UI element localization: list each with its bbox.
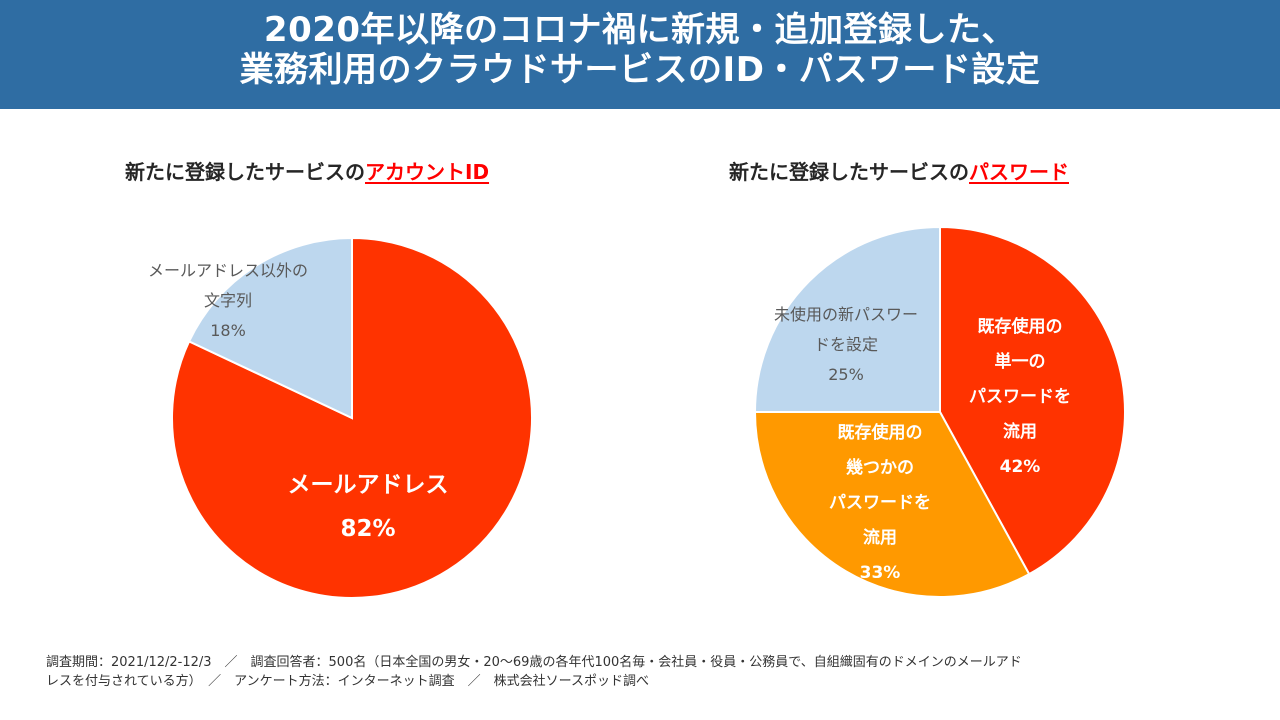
right-subtitle-prefix: 新たに登録したサービスの	[729, 160, 969, 184]
password-pie-category-label-0: パスワードを	[969, 387, 1071, 407]
account-pie-category-label-1: メールアドレス以外の	[148, 261, 308, 280]
title-banner: 2020年以降のコロナ禍に新規・追加登録した、 業務利用のクラウドサービスのID…	[0, 0, 1280, 109]
left-chart-subtitle: 新たに登録したサービスのアカウントID	[125, 156, 489, 185]
password-pie-category-label-0: 単一の	[995, 351, 1046, 372]
password-pie-category-label-0: 既存使用の	[978, 316, 1063, 337]
password-pie-category-label-2: 未使用の新パスワー	[774, 305, 918, 324]
password-pie-slice-2	[753, 225, 941, 413]
footnote-line-1: 調査期間：2021/12/2-12/3 ／ 調査回答者：500名（日本全国の男女…	[46, 655, 1022, 670]
password-pie-category-label-1: 流用	[863, 527, 897, 548]
password-pie-category-label-1: 既存使用の	[838, 422, 923, 443]
account-pie-label-0: メールアドレス 82%	[288, 472, 449, 542]
account-pie-slice-1	[187, 236, 353, 420]
left-subtitle-prefix: 新たに登録したサービスの	[125, 160, 365, 184]
left-subtitle-highlight: アカウントID	[365, 160, 490, 184]
password-pie-category-label-0: 流用	[1003, 421, 1037, 442]
page-title-line-2: 業務利用のクラウドサービスのID・パスワード設定	[239, 50, 1041, 90]
account-pie-value-label-0: 82%	[340, 516, 395, 542]
password-pie-value-label-0: 42%	[1000, 457, 1041, 477]
password-pie-category-label-1: パスワードを	[829, 493, 931, 513]
account-pie-slice-0	[171, 236, 533, 599]
page-title-line-1: 2020年以降のコロナ禍に新規・追加登録した、	[263, 10, 1017, 50]
account-pie-category-label-1: 文字列	[204, 291, 252, 310]
password-pie-category-label-2: ドを設定	[814, 335, 878, 354]
footnote-line-2: レスを付与されている方） ／ アンケート方法：インターネット調査 ／ 株式会社ソ…	[46, 674, 649, 689]
survey-footnote: 調査期間：2021/12/2-12/3 ／ 調査回答者：500名（日本全国の男女…	[46, 653, 1241, 691]
password-pie-value-label-1: 33%	[860, 563, 901, 583]
password-pie-value-label-2: 25%	[828, 365, 864, 384]
password-pie-category-label-1: 幾つかの	[846, 457, 914, 478]
right-chart-subtitle: 新たに登録したサービスのパスワード	[729, 156, 1069, 185]
account-pie-category-label-0: メールアドレス	[288, 472, 449, 498]
right-subtitle-highlight: パスワード	[969, 160, 1069, 184]
password-pie-slice-1	[753, 411, 1031, 598]
account-pie-value-label-1: 18%	[210, 321, 246, 340]
password-pie-slice-0	[939, 225, 1126, 576]
